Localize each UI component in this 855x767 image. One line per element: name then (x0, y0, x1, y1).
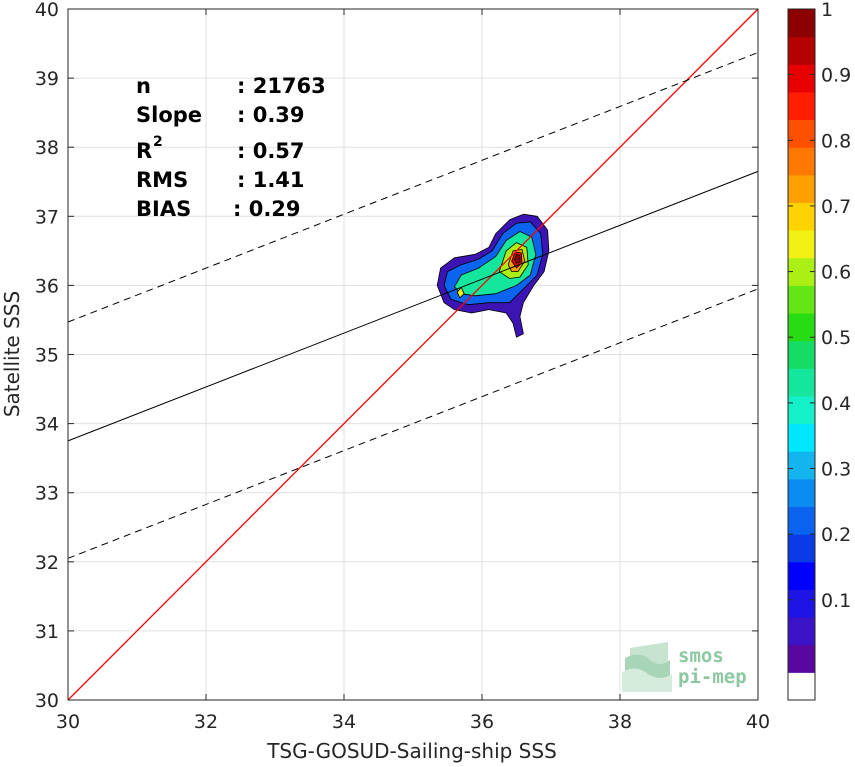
stat-rms-value: : 1.41 (237, 168, 305, 192)
colorbar-segment (788, 451, 815, 480)
stat-n-value: : 21763 (237, 74, 326, 98)
fit-upper-bound-line (67, 52, 759, 323)
x-tick-label: 32 (194, 711, 218, 733)
stat-slope-name: Slope (136, 103, 202, 127)
y-tick-label: 34 (35, 414, 59, 436)
y-tick-label: 32 (35, 552, 59, 574)
x-tick-label: 34 (332, 711, 356, 733)
density-contour-7 (456, 287, 465, 299)
colorbar-segment (788, 506, 815, 535)
y-tick-label: 39 (35, 68, 59, 90)
colorbar-segment (788, 561, 815, 590)
stat-r2-name: R (136, 139, 152, 163)
colorbar-tick-label: 0.4 (821, 393, 851, 415)
y-tick-label: 33 (35, 483, 59, 505)
y-tick-label: 31 (35, 621, 59, 643)
grid-lines (67, 8, 759, 701)
stat-bias-value: : 0.29 (233, 197, 301, 221)
colorbar-segment (788, 285, 815, 314)
regression-fit-line (67, 170, 759, 442)
colorbar-segment (788, 36, 815, 65)
stat-slope-value: : 0.39 (237, 103, 305, 127)
x-tick-label: 30 (56, 711, 80, 733)
colorbar (787, 8, 816, 701)
colorbar-tick-label: 0.8 (821, 130, 851, 152)
colorbar-segment (788, 119, 815, 148)
x-axis-ticks: 30 32 34 36 38 40 (56, 9, 770, 733)
colorbar-segment (788, 534, 815, 563)
colorbar-segment (788, 478, 815, 508)
regression-lines (67, 8, 759, 701)
stat-rms-name: RMS (136, 168, 188, 192)
x-axis-label: TSG-GOSUD-Sailing-ship SSS (266, 739, 557, 763)
y-tick-label: 38 (35, 137, 59, 159)
y-tick-label: 37 (35, 206, 59, 228)
y-tick-label: 40 (35, 0, 59, 21)
colorbar-tick-label: 0.2 (821, 524, 851, 546)
colorbar-segment (788, 368, 815, 397)
y-axis-ticks: 30 31 32 33 34 35 36 37 38 39 40 (35, 0, 758, 712)
density-contour-6 (514, 253, 521, 264)
colorbar-tick-label: 0.1 (821, 590, 851, 612)
colorbar-segment (788, 91, 815, 121)
x-tick-label: 40 (746, 711, 770, 733)
colorbar-tick-label: 0.3 (821, 459, 851, 481)
colorbar-segment (788, 423, 815, 452)
stat-bias-name: BIAS (136, 197, 191, 221)
colorbar-segment (788, 174, 815, 203)
y-tick-label: 30 (35, 690, 59, 712)
colorbar-segment (788, 644, 815, 673)
colorbar-segment (788, 340, 815, 369)
logo-line1: smos (678, 645, 724, 667)
x-tick-label: 38 (608, 711, 632, 733)
stat-n-name: n (136, 74, 151, 98)
colorbar-segment (788, 313, 815, 342)
colorbar-segment (788, 147, 815, 176)
colorbar-tick-label: 0.5 (821, 327, 851, 349)
colorbar-segment (788, 230, 815, 259)
y-axis-label: Satellite SSS (0, 291, 24, 417)
identity-line (67, 8, 759, 701)
smos-pi-mep-logo: smos pi-mep (622, 642, 747, 692)
colorbar-segment (788, 617, 815, 646)
colorbar-segment (788, 589, 815, 618)
colorbar-segment (788, 395, 815, 425)
colorbar-frame (787, 8, 816, 701)
fit-lower-bound-line (67, 288, 759, 559)
y-tick-label: 35 (35, 345, 59, 367)
colorbar-tick-label: 0.7 (821, 196, 851, 218)
colorbar-segment (788, 64, 815, 93)
logo-wave-icon (622, 642, 672, 692)
colorbar-tick-label: 0.6 (821, 262, 851, 284)
colorbar-ticks: 0.1 0.2 0.3 0.4 0.5 0.6 0.7 0.8 0.9 1 (788, 0, 851, 612)
y-tick-label: 36 (35, 275, 59, 297)
colorbar-segment (788, 9, 815, 38)
colorbar-tick-label: 0.9 (821, 65, 851, 87)
statistics-box: n : 21763 Slope : 0.39 R 2 : 0.57 RMS : … (136, 74, 326, 221)
colorbar-segment (788, 202, 815, 231)
colorbar-tick-label: 1 (821, 0, 833, 21)
x-tick-label: 36 (470, 711, 494, 733)
colorbar-segment (788, 672, 815, 701)
logo-line2: pi-mep (678, 666, 747, 688)
stat-r2-sup: 2 (153, 134, 163, 150)
stat-r2-value: : 0.57 (237, 139, 305, 163)
